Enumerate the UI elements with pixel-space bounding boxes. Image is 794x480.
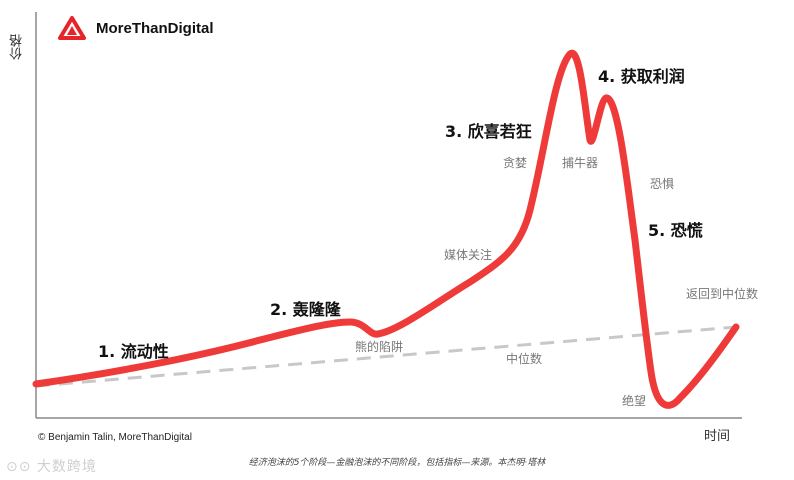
copyright-text: © Benjamin Talin, MoreThanDigital: [38, 432, 192, 443]
figure-caption: 经济泡沫的5个阶段—金融泡沫的不同阶段，包括指标—来源。本杰明·塔林: [248, 458, 546, 468]
greed-annotation: 贪婪: [503, 156, 528, 170]
stage-profit-taking-label: 4. 获取利润: [598, 67, 685, 86]
despair-annotation: 绝望: [622, 394, 647, 408]
bear-trap-annotation: 熊的陷阱: [355, 340, 404, 354]
stage-boom-label: 2. 轰隆隆: [270, 300, 341, 319]
watermark: ⊙⊙ 大数跨境: [6, 456, 97, 476]
morethandigital-logo-icon: [58, 16, 86, 40]
stage-liquidity-label: 1. 流动性: [98, 342, 169, 361]
fear-annotation: 恐惧: [650, 177, 675, 191]
sucker-rally-annotation: 捕牛器: [562, 156, 599, 170]
brand-logo: MoreThanDigital: [58, 16, 214, 40]
brand-name: MoreThanDigital: [96, 19, 214, 37]
x-axis-label: 时间: [704, 429, 731, 444]
return-to-median-annotation: 返回到中位数: [686, 287, 759, 301]
median-line: [35, 325, 737, 388]
y-axis-label: 价格: [10, 34, 25, 60]
stage-panic-label: 5. 恐慌: [648, 221, 703, 240]
bubble-curve: [32, 49, 740, 409]
watermark-text: 大数跨境: [36, 459, 97, 475]
median-annotation: 中位数: [506, 352, 543, 366]
media-attention-annotation: 媒体关注: [444, 248, 493, 262]
stage-euphoria-label: 3. 欣喜若狂: [445, 122, 532, 141]
watermark-logo-icon: ⊙⊙: [6, 459, 37, 475]
